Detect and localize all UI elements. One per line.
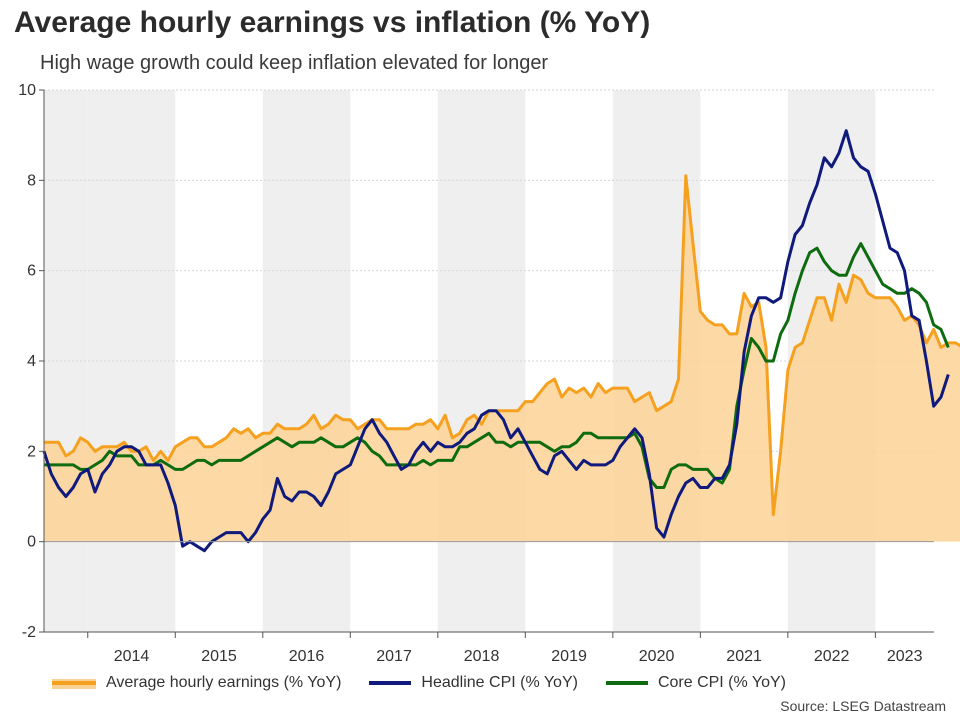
- legend: Average hourly earnings (% YoY) Headline…: [50, 672, 812, 694]
- legend-swatch-headline: [369, 681, 412, 685]
- legend-swatch-core: [605, 681, 648, 685]
- series-line-earnings: [44, 174, 960, 517]
- x-tick-label: 2018: [464, 648, 500, 665]
- axes: -2 0 2 4 6 8 10 2014 2015 2016 2017 2018 2019 2020 202…: [18, 82, 934, 665]
- x-tick-label: 2023: [887, 648, 923, 665]
- x-tick-label: 2017: [376, 648, 412, 665]
- series-layer: [42, 129, 960, 553]
- y-tick-label: 6: [27, 263, 36, 280]
- x-tick-label: 2020: [639, 648, 675, 665]
- y-tick-label: 0: [27, 534, 36, 551]
- x-tick-label: 2016: [289, 648, 325, 665]
- legend-item-headline: Headline CPI (% YoY): [367, 674, 578, 692]
- legend-label-headline: Headline CPI (% YoY): [421, 674, 578, 691]
- legend-item-earnings: Average hourly earnings (% YoY): [50, 674, 341, 692]
- series-line-core: [44, 242, 950, 489]
- source-note: Source: LSEG Datastream: [780, 698, 946, 714]
- y-tick-label: 4: [27, 353, 36, 370]
- chart-title: Average hourly earnings vs inflation (% …: [14, 6, 651, 39]
- y-tick-label: 10: [18, 82, 36, 99]
- legend-label-earnings: Average hourly earnings (% YoY): [106, 674, 342, 691]
- x-tick-label: 2014: [114, 648, 150, 665]
- legend-label-core: Core CPI (% YoY): [657, 674, 786, 691]
- x-tick-label: 2019: [551, 648, 587, 665]
- x-tick-label: 2021: [726, 648, 762, 665]
- x-tick-label: 2022: [814, 648, 850, 665]
- y-tick-label: 8: [27, 172, 36, 189]
- series-line-headline: [42, 129, 950, 553]
- y-tick-label: -2: [22, 624, 36, 641]
- legend-item-core: Core CPI (% YoY): [604, 674, 786, 692]
- chart-subtitle: High wage growth could keep inflation el…: [40, 52, 549, 74]
- x-tick-label: 2015: [201, 648, 237, 665]
- legend-swatch-earnings: [52, 679, 96, 689]
- y-tick-label: 2: [27, 443, 36, 460]
